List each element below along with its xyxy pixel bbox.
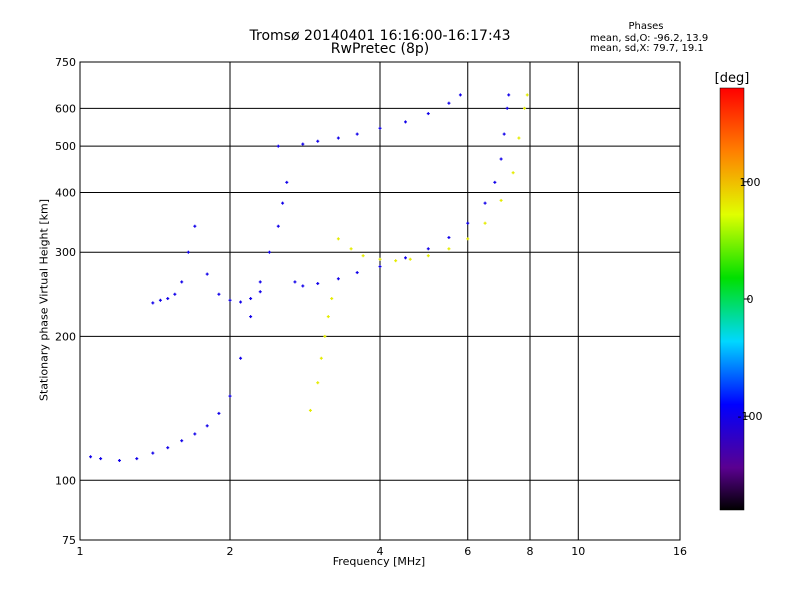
colorbar-ticks: 100 0 -100 bbox=[738, 176, 763, 423]
colorbar-label: [deg] bbox=[715, 71, 750, 86]
grid-lines bbox=[80, 62, 680, 540]
y-tick-label: 100 bbox=[55, 474, 76, 487]
axis-ticks: 1 2 4 6 8 10 16 75 100 200 300 400 500 600 750 bbox=[55, 56, 687, 558]
o-mode-phase-stats: mean, sd,O: -96.2, 13.9 bbox=[590, 33, 709, 44]
chart-subtitle: RwPretec (8p) bbox=[330, 41, 430, 57]
x-tick-label: 16 bbox=[673, 545, 687, 558]
y-tick-label: 600 bbox=[55, 102, 76, 115]
colorbar-tick-label: 100 bbox=[740, 176, 761, 189]
plot-frame bbox=[79, 61, 681, 541]
x-tick-label: 4 bbox=[377, 545, 384, 558]
chart-title: Tromsø 20140401 16:16:00-16:17:43 bbox=[249, 28, 511, 44]
y-tick-label: 750 bbox=[55, 56, 76, 69]
x-tick-label: 1 bbox=[77, 545, 84, 558]
y-tick-label: 200 bbox=[55, 330, 76, 343]
phases-heading: Phases bbox=[628, 21, 664, 32]
x-tick-label: 2 bbox=[227, 545, 234, 558]
data-points bbox=[89, 93, 529, 462]
x-tick-label: 8 bbox=[527, 545, 534, 558]
y-tick-label: 500 bbox=[55, 140, 76, 153]
colorbar bbox=[719, 87, 745, 511]
x-mode-phase-stats: mean, sd,X: 79.7, 19.1 bbox=[590, 43, 704, 54]
x-axis-title: Frequency [MHz] bbox=[332, 555, 426, 568]
y-axis-title: Stationary phase Virtual Height [km] bbox=[37, 198, 51, 402]
colorbar-tick-label: -100 bbox=[738, 410, 763, 423]
y-tick-label: 75 bbox=[62, 534, 76, 547]
colorbar-tick-label: 0 bbox=[747, 293, 754, 306]
y-tick-label: 300 bbox=[55, 246, 76, 259]
y-tick-label: 400 bbox=[55, 186, 76, 199]
x-tick-label: 10 bbox=[571, 545, 585, 558]
x-tick-label: 6 bbox=[464, 545, 471, 558]
